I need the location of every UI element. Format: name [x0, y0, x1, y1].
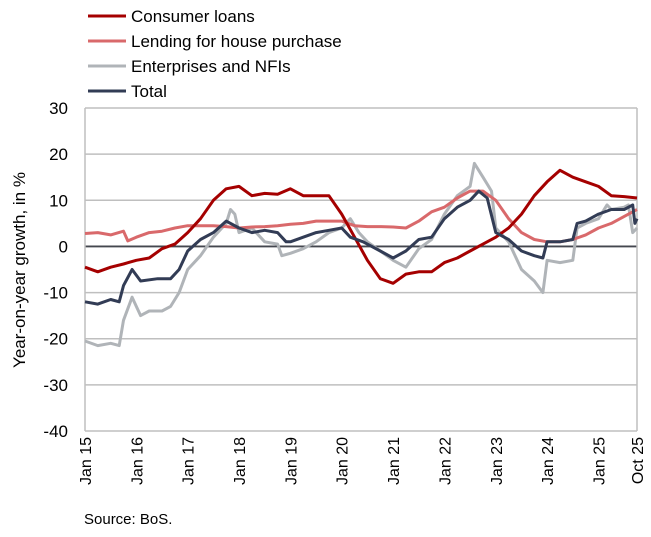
series-line-total [84, 189, 639, 306]
x-tick-labels: Jan 15 Jan 16 Jan 17 Jan 18 Jan 19 Jan 20 Jan … [78, 437, 647, 485]
x-tick-label: Jan 16 [129, 437, 146, 485]
x-tick-label: Jan 20 [335, 437, 352, 485]
y-tick-label: -40 [43, 422, 68, 441]
legend-label: Consumer loans [131, 7, 255, 26]
x-tick-label: Oct 25 [630, 437, 647, 484]
x-tick-label: Jan 15 [78, 437, 95, 485]
y-tick-label: 0 [59, 237, 68, 256]
series-lines [84, 161, 639, 348]
x-tick-label: Jan 25 [591, 437, 608, 485]
y-tick-label: 10 [49, 191, 68, 210]
gridlines [84, 107, 638, 432]
legend-label: Enterprises and NFIs [131, 57, 291, 76]
series-line-lending-for-house-purchase [84, 189, 638, 244]
legend-label: Lending for house purchase [131, 32, 342, 51]
legend: Consumer loans Lending for house purchase… [88, 7, 342, 101]
y-tick-label: 20 [49, 145, 68, 164]
source-note: Source: BoS. [84, 511, 172, 528]
series-line-consumer-loans [84, 168, 638, 285]
y-tick-label: -20 [43, 330, 68, 349]
x-tick-label: Jan 23 [489, 437, 506, 485]
legend-label: Total [131, 82, 167, 101]
y-tick-label: -30 [43, 376, 68, 395]
x-tick-label: Jan 22 [437, 437, 454, 485]
x-tick-label: Jan 17 [181, 437, 198, 485]
y-tick-label: 30 [49, 99, 68, 118]
series-line-enterprises-and-nfis [84, 161, 639, 348]
x-tick-label: Jan 18 [232, 437, 249, 485]
y-tick-labels: 30 20 10 0 -10 -20 -30 -40 [43, 99, 68, 441]
x-tick-label: Jan 21 [386, 437, 403, 485]
y-axis-label: Year-on-year growth, in % [10, 172, 29, 368]
x-tick-label: Jan 19 [283, 437, 300, 485]
y-tick-label: -10 [43, 284, 68, 303]
x-tick-label: Jan 24 [540, 437, 557, 485]
